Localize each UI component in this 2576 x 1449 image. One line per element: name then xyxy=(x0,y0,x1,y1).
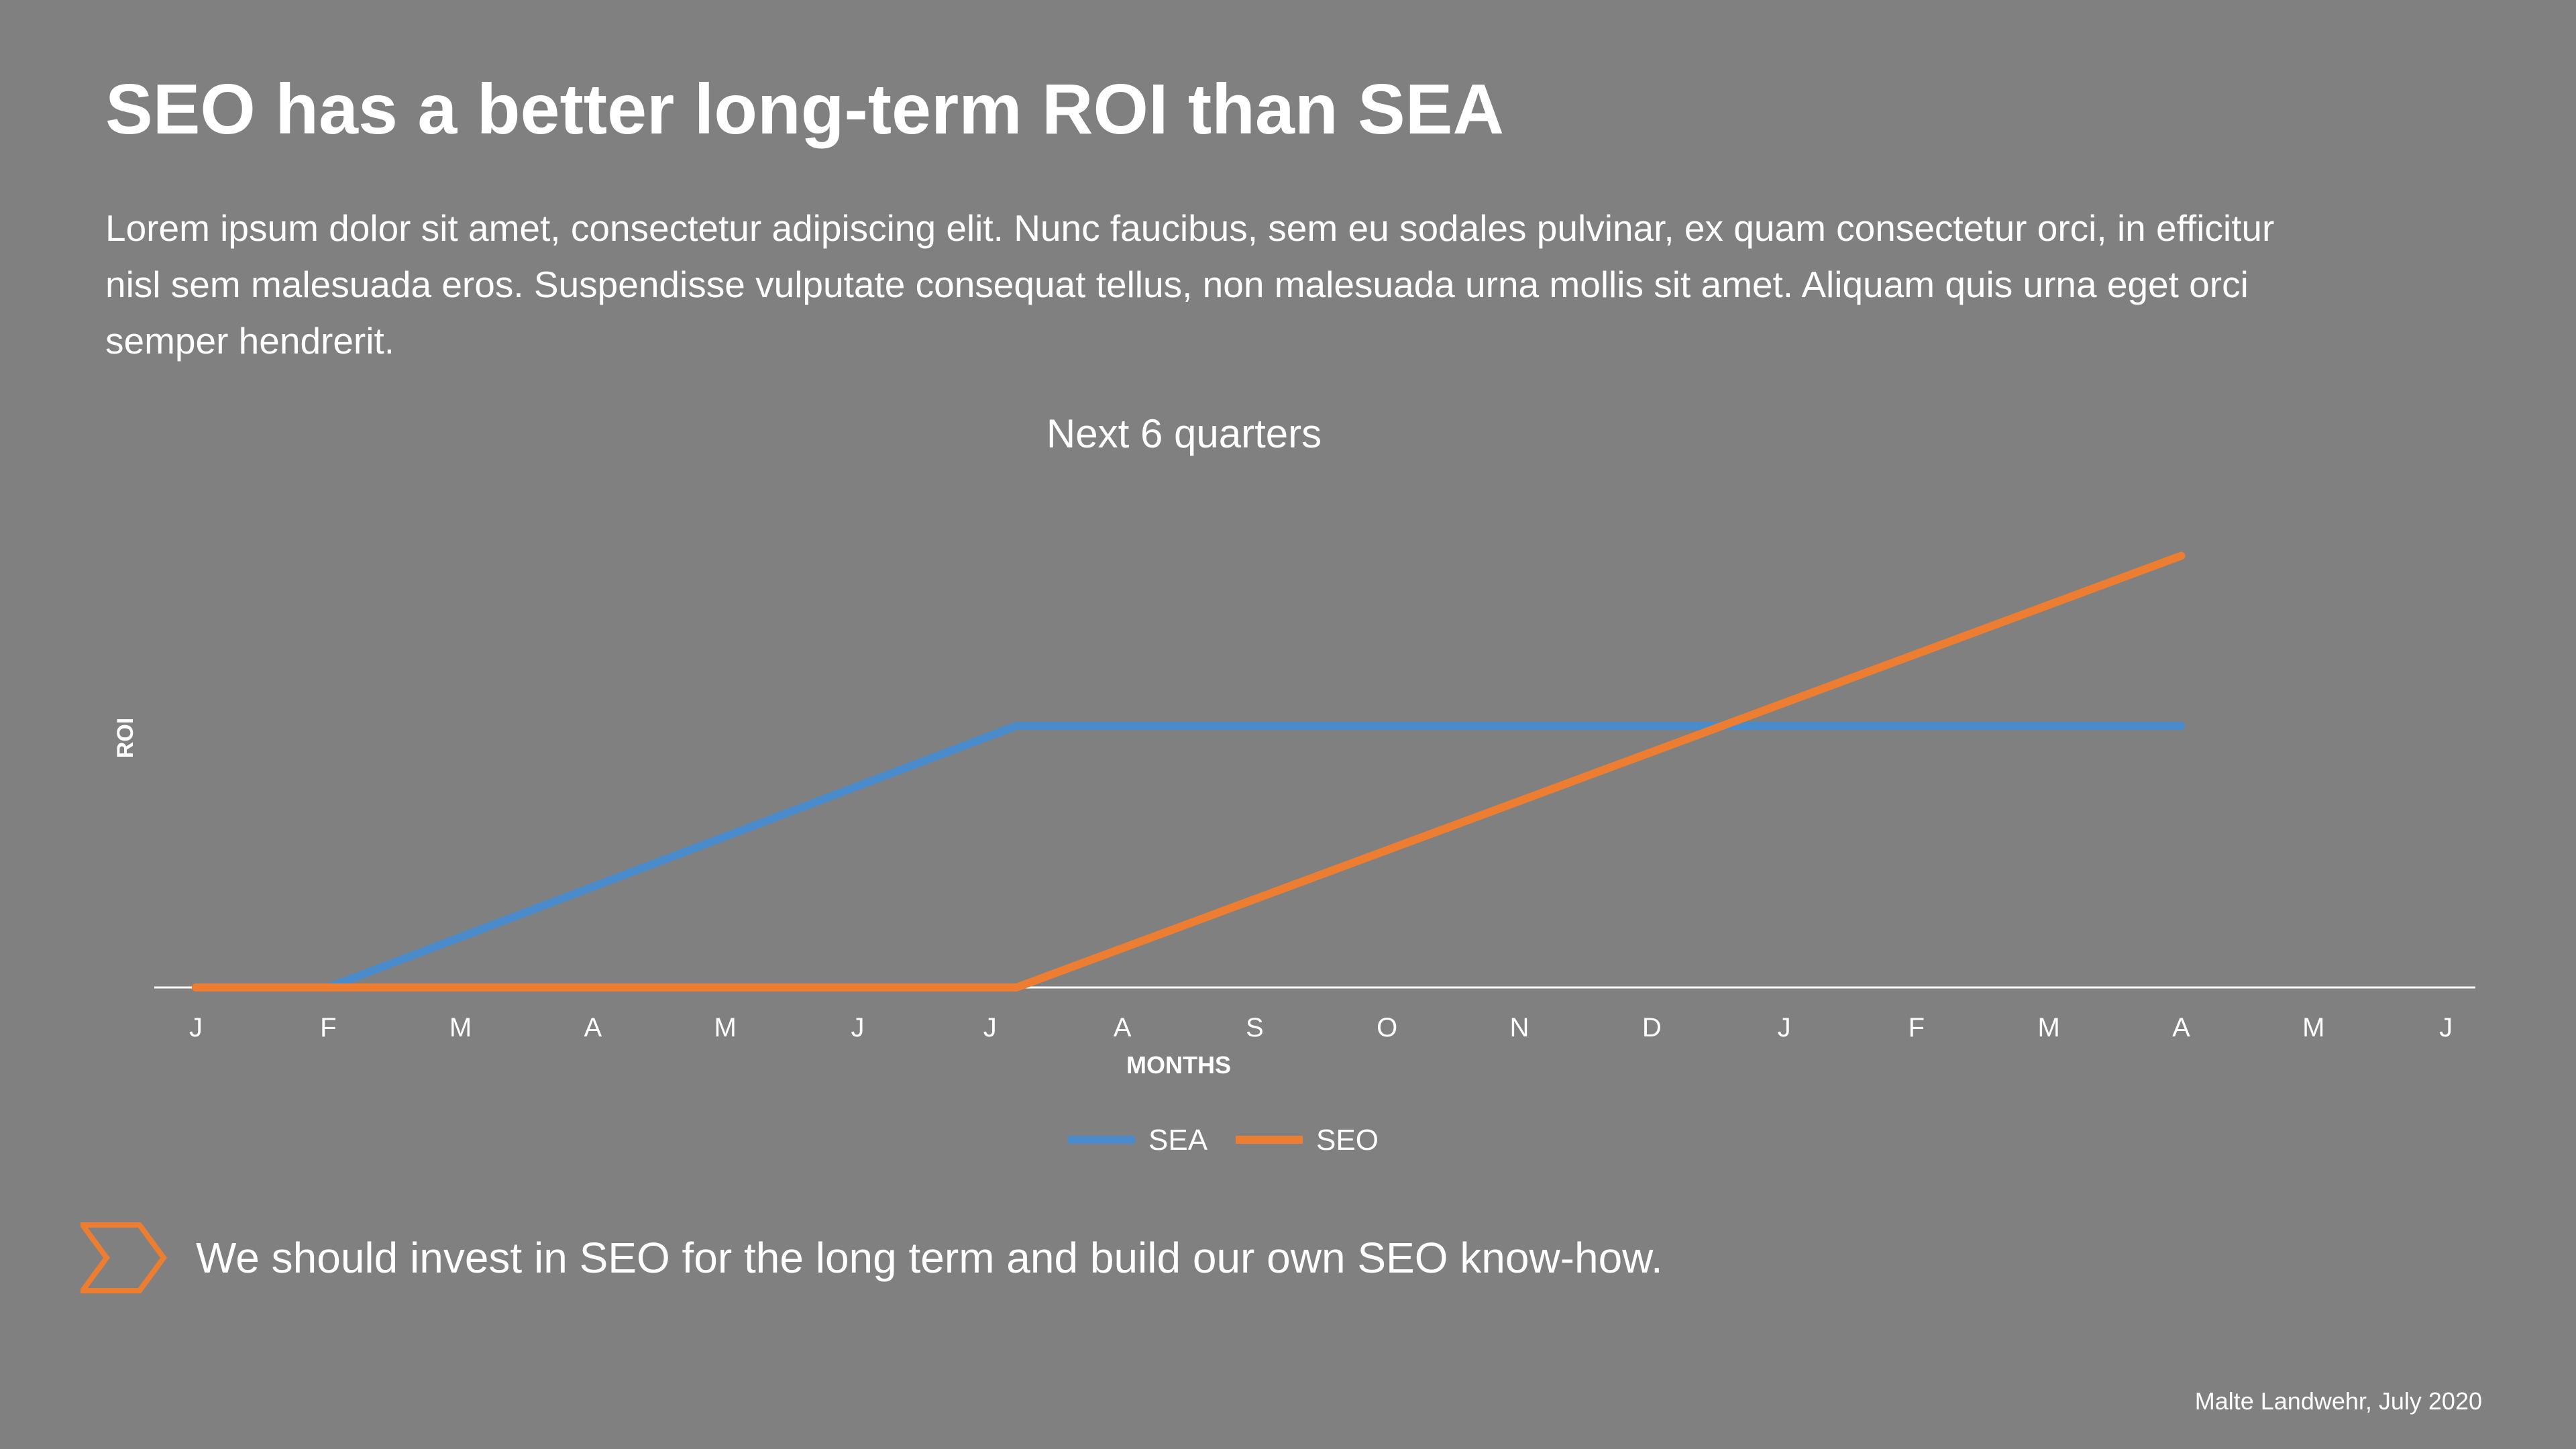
x-tick-label: M xyxy=(714,1013,737,1042)
x-tick-label: N xyxy=(1510,1013,1529,1042)
x-tick-label: J xyxy=(1778,1013,1791,1042)
x-tick-label: O xyxy=(1377,1013,1397,1042)
x-tick-label: F xyxy=(320,1013,336,1042)
x-tick-label: A xyxy=(1114,1013,1132,1042)
x-tick-label: M xyxy=(2038,1013,2060,1042)
conclusion-text: We should invest in SEO for the long ter… xyxy=(196,1234,1663,1282)
series-line-seo xyxy=(192,551,2186,991)
chart-title: Next 6 quarters xyxy=(1046,411,1322,456)
line-chart: J F M A M J J A S O N D J F M A M J MONTHS ROI SEA SEO xyxy=(113,551,2475,1157)
x-tick-label: D xyxy=(1642,1013,1662,1042)
x-tick-label: S xyxy=(1246,1013,1264,1042)
x-tick-label: A xyxy=(2172,1013,2190,1042)
legend-label-sea: SEA xyxy=(1148,1124,1208,1157)
y-axis-title: ROI xyxy=(113,718,138,758)
x-tick-label: F xyxy=(1909,1013,1925,1042)
x-tick-label: M xyxy=(449,1013,472,1042)
legend-label-seo: SEO xyxy=(1316,1124,1379,1157)
slide-body-text: Lorem ipsum dolor sit amet, consectetur … xyxy=(105,207,2275,362)
footer-credit: Malte Landwehr, July 2020 xyxy=(2194,1387,2482,1415)
x-tick-label: J xyxy=(983,1013,997,1042)
x-tick-label: J xyxy=(2439,1013,2453,1042)
series-line-sea xyxy=(192,722,2186,991)
x-tick-label: M xyxy=(2302,1013,2324,1042)
x-tick-label: J xyxy=(851,1013,865,1042)
x-tick-label: J xyxy=(189,1013,203,1042)
conclusion: We should invest in SEO for the long ter… xyxy=(80,1221,1663,1295)
x-axis-title: MONTHS xyxy=(1126,1051,1231,1079)
x-tick-label: A xyxy=(584,1013,602,1042)
chevron-right-icon xyxy=(80,1222,167,1293)
slide-title: SEO has a better long-term ROI than SEA xyxy=(105,70,1505,149)
